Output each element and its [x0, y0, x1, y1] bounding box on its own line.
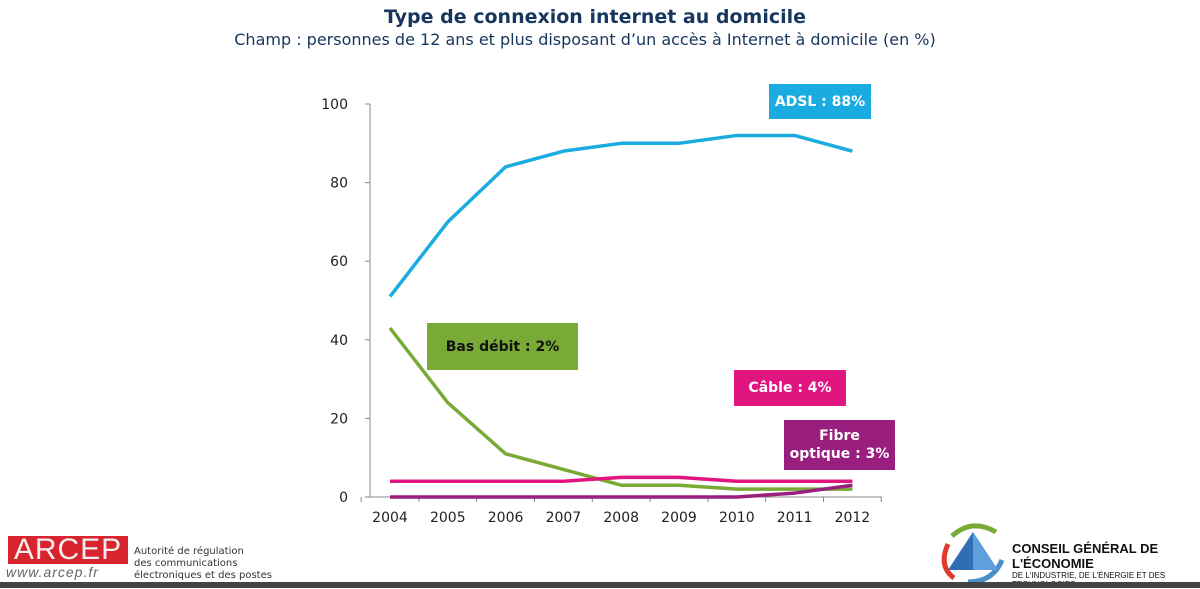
- y-tick-label: 0: [339, 490, 348, 506]
- cge-logo-icon: [941, 523, 1005, 584]
- y-tick-label: 20: [330, 411, 348, 427]
- chart-title: Type de connexion internet au domicile: [383, 6, 807, 28]
- y-tick-label: 40: [330, 333, 348, 349]
- x-tick-label: 2012: [835, 510, 871, 526]
- arcep-text: Autorité de régulation des communication…: [134, 546, 272, 582]
- series-line-bas-d-bit: [388, 326, 853, 491]
- x-tick-label: 2009: [661, 510, 697, 526]
- x-tick-label: 2006: [488, 510, 524, 526]
- label-adsl: ADSL : 88%: [769, 84, 871, 119]
- label-bas-debit: Bas débit : 2%: [427, 323, 578, 370]
- y-tick-label: 80: [330, 176, 348, 192]
- arcep-url: www.arcep.fr: [6, 564, 99, 580]
- footer-bar: [0, 582, 1200, 588]
- arcep-text-line: électroniques et des postes: [134, 570, 272, 581]
- label-cable: Câble : 4%: [734, 370, 846, 406]
- x-tick-label: 2011: [777, 510, 813, 526]
- cge-title: CONSEIL GÉNÉRAL DE L'ÉCONOMIE: [1012, 541, 1159, 571]
- series-line-adsl: [388, 133, 853, 298]
- y-tick-label: 100: [321, 97, 348, 113]
- x-tick-label: 2005: [430, 510, 466, 526]
- x-tick-label: 2010: [719, 510, 755, 526]
- x-tick-label: 2008: [603, 510, 639, 526]
- arcep-text-line: des communications: [134, 558, 238, 569]
- series-line-c-ble: [390, 475, 853, 484]
- label-fibre-line2: optique : 3%: [789, 446, 890, 462]
- arcep-logo: ARCEP: [8, 535, 128, 565]
- arcep-text-line: Autorité de régulation: [134, 546, 244, 557]
- x-tick-label: 2007: [546, 510, 582, 526]
- label-fibre: Fibre optique : 3%: [784, 420, 895, 470]
- y-tick-label: 60: [330, 254, 348, 270]
- series-line-fibre-optique: [390, 483, 853, 499]
- chart-subtitle: Champ : personnes de 12 ans et plus disp…: [234, 30, 936, 49]
- label-fibre-line1: Fibre: [819, 428, 860, 444]
- x-tick-label: 2004: [372, 510, 408, 526]
